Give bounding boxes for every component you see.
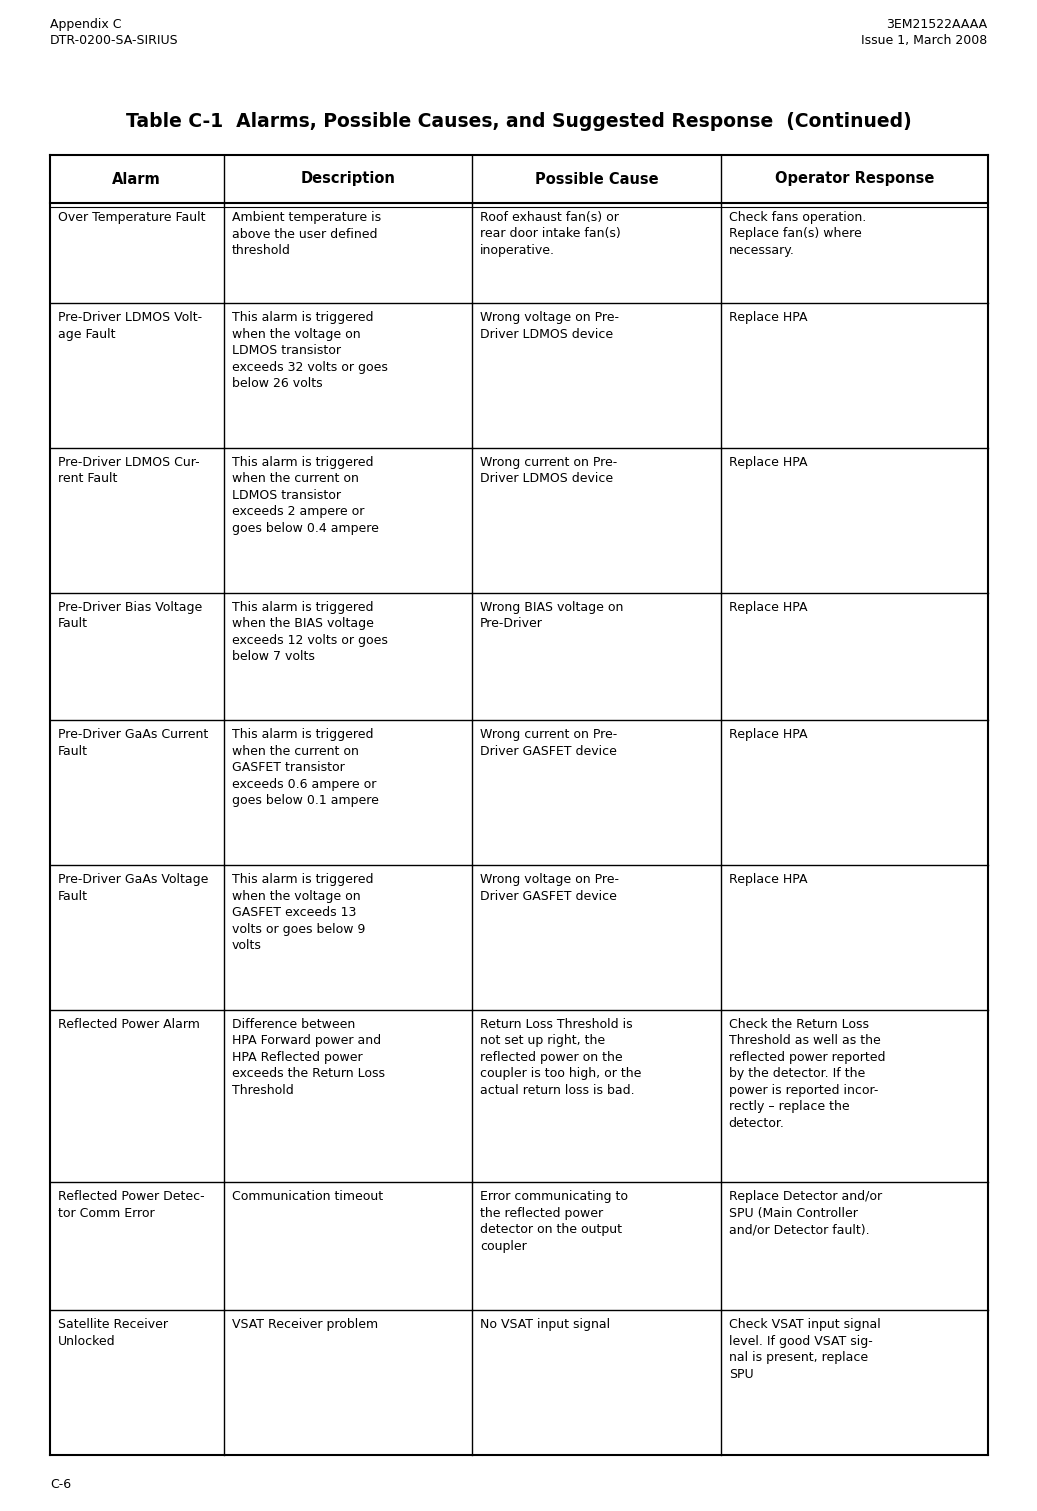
Text: This alarm is triggered
when the BIAS voltage
exceeds 12 volts or goes
below 7 v: This alarm is triggered when the BIAS vo… xyxy=(231,600,388,663)
Text: This alarm is triggered
when the current on
LDMOS transistor
exceeds 2 ampere or: This alarm is triggered when the current… xyxy=(231,456,379,535)
Text: Difference between
HPA Forward power and
HPA Reflected power
exceeds the Return : Difference between HPA Forward power and… xyxy=(231,1018,385,1097)
Text: DTR-0200-SA-SIRIUS: DTR-0200-SA-SIRIUS xyxy=(50,35,178,47)
Text: Alarm: Alarm xyxy=(112,172,161,186)
Text: Return Loss Threshold is
not set up right, the
reflected power on the
coupler is: Return Loss Threshold is not set up righ… xyxy=(480,1018,642,1097)
Text: Replace Detector and/or
SPU (Main Controller
and/or Detector fault).: Replace Detector and/or SPU (Main Contro… xyxy=(729,1191,881,1236)
Text: Possible Cause: Possible Cause xyxy=(534,172,658,186)
Text: Wrong BIAS voltage on
Pre-Driver: Wrong BIAS voltage on Pre-Driver xyxy=(480,600,623,630)
Text: Wrong current on Pre-
Driver LDMOS device: Wrong current on Pre- Driver LDMOS devic… xyxy=(480,456,617,485)
Text: Check VSAT input signal
level. If good VSAT sig-
nal is present, replace
SPU: Check VSAT input signal level. If good V… xyxy=(729,1318,880,1381)
Text: Over Temperature Fault: Over Temperature Fault xyxy=(58,212,205,224)
Text: Communication timeout: Communication timeout xyxy=(231,1191,383,1203)
Text: This alarm is triggered
when the voltage on
GASFET exceeds 13
volts or goes belo: This alarm is triggered when the voltage… xyxy=(231,873,373,952)
Text: This alarm is triggered
when the current on
GASFET transistor
exceeds 0.6 ampere: This alarm is triggered when the current… xyxy=(231,728,379,807)
Text: Replace HPA: Replace HPA xyxy=(729,456,807,468)
Text: Table C-1  Alarms, Possible Causes, and Suggested Response  (Continued): Table C-1 Alarms, Possible Causes, and S… xyxy=(125,112,912,131)
Text: Satellite Receiver
Unlocked: Satellite Receiver Unlocked xyxy=(58,1318,168,1348)
Text: Issue 1, March 2008: Issue 1, March 2008 xyxy=(861,35,987,47)
Text: Replace HPA: Replace HPA xyxy=(729,728,807,742)
Text: Wrong voltage on Pre-
Driver GASFET device: Wrong voltage on Pre- Driver GASFET devi… xyxy=(480,873,619,902)
Text: Check the Return Loss
Threshold as well as the
reflected power reported
by the d: Check the Return Loss Threshold as well … xyxy=(729,1018,886,1130)
Text: Pre-Driver LDMOS Volt-
age Fault: Pre-Driver LDMOS Volt- age Fault xyxy=(58,311,202,340)
Text: Replace HPA: Replace HPA xyxy=(729,873,807,885)
Text: Error communicating to
the reflected power
detector on the output
coupler: Error communicating to the reflected pow… xyxy=(480,1191,628,1253)
Text: Pre-Driver GaAs Current
Fault: Pre-Driver GaAs Current Fault xyxy=(58,728,208,759)
Text: Pre-Driver LDMOS Cur-
rent Fault: Pre-Driver LDMOS Cur- rent Fault xyxy=(58,456,200,485)
Text: Reflected Power Detec-
tor Comm Error: Reflected Power Detec- tor Comm Error xyxy=(58,1191,204,1219)
Text: C-6: C-6 xyxy=(50,1478,72,1491)
Text: Pre-Driver Bias Voltage
Fault: Pre-Driver Bias Voltage Fault xyxy=(58,600,202,630)
Text: Description: Description xyxy=(301,172,395,186)
Text: Wrong current on Pre-
Driver GASFET device: Wrong current on Pre- Driver GASFET devi… xyxy=(480,728,617,759)
Text: Roof exhaust fan(s) or
rear door intake fan(s)
inoperative.: Roof exhaust fan(s) or rear door intake … xyxy=(480,212,621,257)
Text: This alarm is triggered
when the voltage on
LDMOS transistor
exceeds 32 volts or: This alarm is triggered when the voltage… xyxy=(231,311,388,390)
Text: VSAT Receiver problem: VSAT Receiver problem xyxy=(231,1318,377,1331)
Text: Replace HPA: Replace HPA xyxy=(729,600,807,613)
Text: Check fans operation.
Replace fan(s) where
necessary.: Check fans operation. Replace fan(s) whe… xyxy=(729,212,866,257)
Text: No VSAT input signal: No VSAT input signal xyxy=(480,1318,610,1331)
Text: 3EM21522AAAA: 3EM21522AAAA xyxy=(886,18,987,32)
Text: Wrong voltage on Pre-
Driver LDMOS device: Wrong voltage on Pre- Driver LDMOS devic… xyxy=(480,311,619,340)
Text: Operator Response: Operator Response xyxy=(775,172,934,186)
Text: Ambient temperature is
above the user defined
threshold: Ambient temperature is above the user de… xyxy=(231,212,381,257)
Text: Appendix C: Appendix C xyxy=(50,18,121,32)
Text: Replace HPA: Replace HPA xyxy=(729,311,807,325)
Text: Reflected Power Alarm: Reflected Power Alarm xyxy=(58,1018,200,1031)
Text: Pre-Driver GaAs Voltage
Fault: Pre-Driver GaAs Voltage Fault xyxy=(58,873,208,902)
